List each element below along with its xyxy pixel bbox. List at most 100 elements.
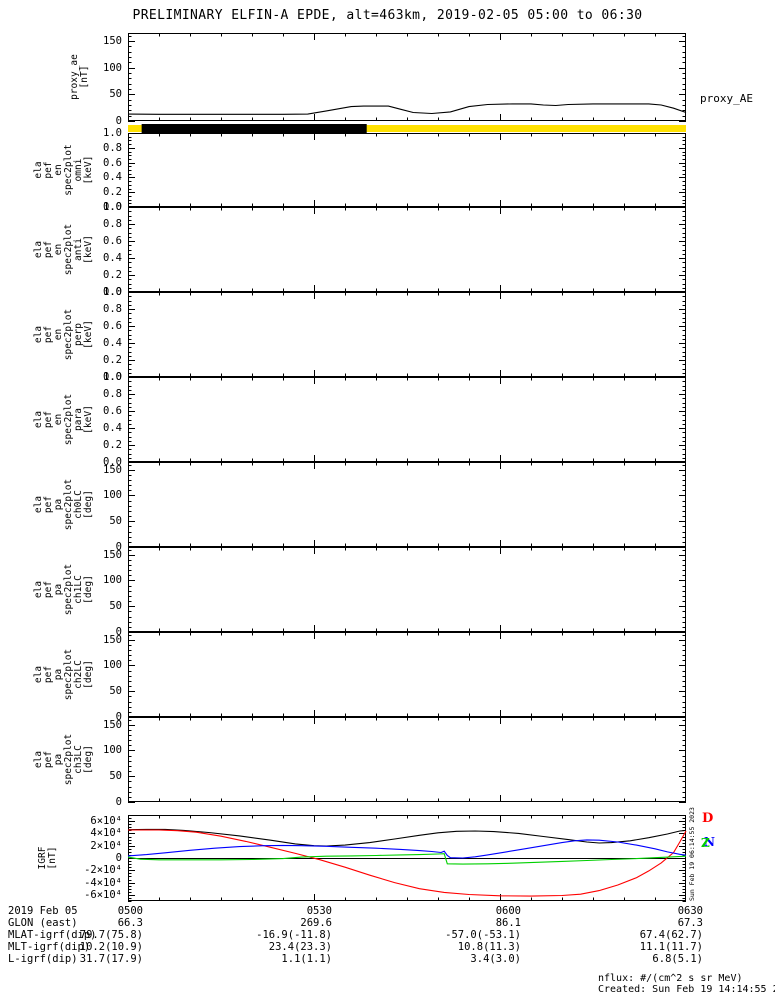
availability-bar-segment xyxy=(141,124,367,133)
availability-bar-yellow xyxy=(128,125,686,132)
ephemeris-value: 3.4(3.0) xyxy=(470,953,521,965)
ytick-label-ela_pef_en_spec2plot_anti: 0.4 xyxy=(103,252,122,264)
proxy-ae-series-label: proxy_AE xyxy=(700,92,753,105)
ytick-label-ela_pef_en_spec2plot_omni: 1.0 xyxy=(103,127,122,139)
ytick-label-ela_pef_en_spec2plot_omni: 0.0 xyxy=(103,201,122,213)
ytick-label-ela_pef_en_spec2plot_perp: 0.6 xyxy=(103,320,122,332)
ytick-label-proxy_ae: 50 xyxy=(109,88,122,101)
creation-timestamp-vertical: Sun Feb 19 06:14:55 2023 xyxy=(688,807,696,901)
ephemeris-value: 6.8(5.1) xyxy=(652,953,703,965)
igrf-legend-letter-Z: Z xyxy=(701,836,710,850)
ephemeris-value: 67.3 xyxy=(677,917,703,929)
ytick-label-proxy_ae: 100 xyxy=(103,61,122,74)
ephemeris-row-label: MLAT-igrf(dip) xyxy=(8,929,97,941)
panel-frame-ela_pef_pa_spec2plot_ch0LC xyxy=(128,462,686,547)
ytick-label-ela_pef_pa_spec2plot_ch2LC: 50 xyxy=(109,685,122,698)
ephemeris-value: 269.6 xyxy=(300,917,332,929)
ytick-label-ela_pef_en_spec2plot_anti: 1.0 xyxy=(103,201,122,213)
ytick-label-ela_pef_pa_spec2plot_ch0LC: 0 xyxy=(115,541,122,553)
ytick-label-ela_pef_en_spec2plot_para: 1.0 xyxy=(103,371,122,383)
panel-frame-proxy_ae xyxy=(128,33,686,121)
panel-frame-ela_pef_pa_spec2plot_ch2LC xyxy=(128,632,686,717)
igrf-legend-letter-N: N xyxy=(704,835,715,849)
ytick-label-ela_pef_en_spec2plot_omni: 0.6 xyxy=(103,156,122,169)
ytick-label-ela_pef_pa_spec2plot_ch2LC: 100 xyxy=(103,659,122,672)
ytick-label-igrf: -4×10⁴ xyxy=(84,876,122,889)
ephemeris-value: 86.1 xyxy=(495,917,521,929)
ephemeris-row-label: MLT-igrf(dip) xyxy=(8,941,91,953)
ytick-label-ela_pef_en_spec2plot_perp: 0.8 xyxy=(103,303,122,315)
ytick-label-ela_pef_pa_spec2plot_ch2LC: 0 xyxy=(115,711,122,723)
panel-frame-ela_pef_en_spec2plot_para xyxy=(128,377,686,462)
ytick-label-ela_pef_en_spec2plot_anti: 0.6 xyxy=(103,235,122,247)
series-B_red_D xyxy=(128,829,687,897)
ephemeris-value: 79.7(75.8) xyxy=(79,929,143,941)
igrf-legend-letter-D: D xyxy=(702,811,714,826)
ytick-label-ela_pef_en_spec2plot_perp: 1.0 xyxy=(103,286,122,298)
ytick-label-ela_pef_en_spec2plot_omni: 0.2 xyxy=(103,186,122,199)
ytick-label-ela_pef_en_spec2plot_anti: 0.2 xyxy=(103,269,122,281)
ytick-label-ela_pef_en_spec2plot_omni: 0.4 xyxy=(103,171,122,184)
ytick-label-ela_pef_en_spec2plot_para: 0.6 xyxy=(103,405,122,417)
series-proxy_AE xyxy=(127,103,687,115)
ytick-label-ela_pef_pa_spec2plot_ch3LC: 50 xyxy=(109,770,122,783)
ephemeris-value: 66.3 xyxy=(117,917,143,929)
panel-frame-ela_pef_en_spec2plot_perp xyxy=(128,292,686,377)
time-tick-label: 0600 xyxy=(495,905,521,917)
ephemeris-value: 1.1(1.1) xyxy=(281,953,332,965)
ytick-label-ela_pef_pa_spec2plot_ch1LC: 100 xyxy=(103,574,122,587)
series-B_blue_N xyxy=(127,839,687,859)
ytick-label-ela_pef_pa_spec2plot_ch0LC: 150 xyxy=(103,463,122,476)
ephemeris-value: 31.7(17.9) xyxy=(79,953,143,965)
ephemeris-value: -16.9(-11.8) xyxy=(256,929,332,941)
ephemeris-value: 23.4(23.3) xyxy=(268,941,332,953)
ytick-label-proxy_ae: 0 xyxy=(115,115,122,127)
ytick-label-igrf: 4×10⁴ xyxy=(90,827,122,840)
ephemeris-value: 10.8(11.3) xyxy=(457,941,521,953)
nflux-units-note: nflux: #/(cm^2 s sr MeV) xyxy=(598,973,743,984)
ytick-label-ela_pef_pa_spec2plot_ch0LC: 50 xyxy=(109,515,122,528)
ytick-label-igrf: 2×10⁴ xyxy=(90,839,122,852)
ytick-label-ela_pef_pa_spec2plot_ch3LC: 100 xyxy=(103,744,122,757)
ytick-label-ela_pef_en_spec2plot_para: 0.8 xyxy=(103,388,122,400)
ytick-label-ela_pef_en_spec2plot_anti: 0.0 xyxy=(103,286,122,298)
ytick-label-ela_pef_pa_spec2plot_ch3LC: 0 xyxy=(115,796,122,808)
ytick-label-ela_pef_en_spec2plot_para: 0.4 xyxy=(103,422,122,434)
ytick-label-ela_pef_en_spec2plot_anti: 0.8 xyxy=(103,218,122,230)
date-label: 2019 Feb 05 xyxy=(8,905,78,917)
time-tick-label: 0630 xyxy=(677,905,703,917)
ytick-label-ela_pef_pa_spec2plot_ch3LC: 150 xyxy=(103,718,122,731)
ytick-label-ela_pef_en_spec2plot_para: 0.0 xyxy=(103,456,122,468)
ephemeris-value: 67.4(62.7) xyxy=(639,929,703,941)
ephemeris-value: 10.2(10.9) xyxy=(79,941,143,953)
ephemeris-value: -57.0(-53.1) xyxy=(445,929,521,941)
ytick-label-igrf: 6×10⁴ xyxy=(90,815,122,828)
time-tick-label: 0530 xyxy=(306,905,332,917)
ytick-label-ela_pef_en_spec2plot_omni: 0.8 xyxy=(103,141,122,154)
ytick-label-ela_pef_pa_spec2plot_ch1LC: 150 xyxy=(103,548,122,561)
ytick-label-ela_pef_pa_spec2plot_ch1LC: 50 xyxy=(109,600,122,613)
series-B_green_Z xyxy=(127,853,687,865)
ephemeris-value: 11.1(11.7) xyxy=(639,941,703,953)
ephemeris-row-label: GLON (east) xyxy=(8,917,78,929)
panel-frame-ela_pef_en_spec2plot_anti xyxy=(128,207,686,292)
page-title: PRELIMINARY ELFIN-A EPDE, alt=463km, 201… xyxy=(132,8,643,23)
created-note: Created: Sun Feb 19 14:14:55 2023 xyxy=(598,984,775,995)
ytick-label-ela_pef_en_spec2plot_para: 0.2 xyxy=(103,439,122,451)
series-B_black xyxy=(127,828,687,847)
panel-frame-ela_pef_pa_spec2plot_ch1LC xyxy=(128,547,686,632)
ytick-label-proxy_ae: 150 xyxy=(103,35,122,47)
ytick-label-igrf: 0 xyxy=(115,852,122,864)
ytick-label-ela_pef_en_spec2plot_perp: 0.4 xyxy=(103,337,122,349)
ytick-label-igrf: -6×10⁴ xyxy=(84,888,122,901)
panel-frame-ela_pef_en_spec2plot_omni xyxy=(128,133,686,207)
ephemeris-row-label: L-igrf(dip) xyxy=(8,953,78,965)
time-tick-label: 0500 xyxy=(117,905,143,917)
ytick-label-ela_pef_pa_spec2plot_ch2LC: 150 xyxy=(103,633,122,646)
ytick-label-ela_pef_en_spec2plot_perp: 0.0 xyxy=(103,371,122,383)
ytick-label-ela_pef_pa_spec2plot_ch1LC: 0 xyxy=(115,626,122,638)
ytick-label-ela_pef_en_spec2plot_perp: 0.2 xyxy=(103,354,122,366)
panel-frame-ela_pef_pa_spec2plot_ch3LC xyxy=(128,717,686,802)
